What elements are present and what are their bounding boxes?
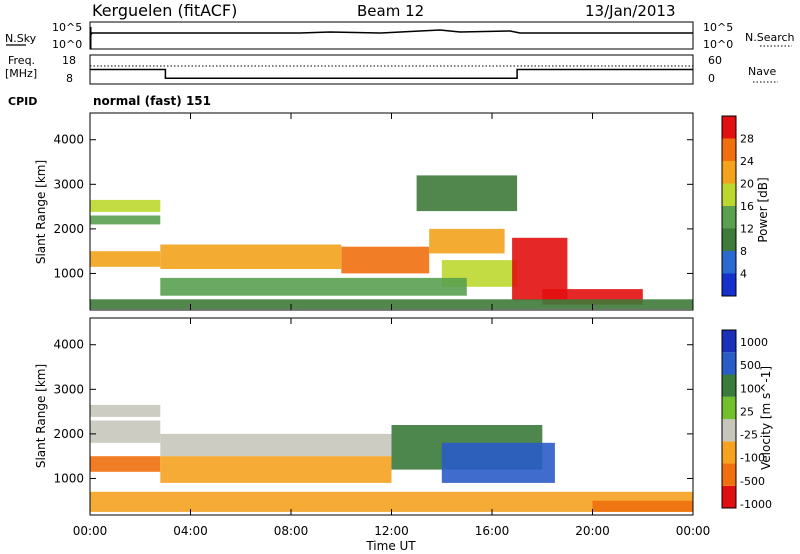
power-ytick-label: 3000 bbox=[53, 177, 84, 191]
noise-panel: N.Sky 10^5 10^0 10^5 10^0 N.Search bbox=[5, 21, 795, 51]
velocity-colorbar-swatch bbox=[722, 463, 736, 486]
velocity-heatmap bbox=[90, 404, 693, 512]
velocity-colorbar-tick-label: -100 bbox=[740, 452, 765, 465]
power-band bbox=[90, 251, 161, 267]
power-panel: 1000 2000 3000 4000 Slant Range [km] 28 24 20… bbox=[34, 112, 770, 311]
freq-tick-bottom: 8 bbox=[66, 72, 73, 85]
noise-right-label: N.Search bbox=[745, 31, 795, 44]
velocity-band bbox=[592, 500, 693, 512]
power-band bbox=[341, 246, 430, 274]
noise-left-label: N.Sky bbox=[5, 32, 37, 45]
power-colorbar-tick-label: 24 bbox=[740, 155, 754, 168]
nave-label: Nave bbox=[748, 65, 776, 78]
power-colorbar-tick-label: 8 bbox=[740, 245, 747, 258]
velocity-band bbox=[90, 420, 161, 443]
velocity-colorbar-swatch bbox=[722, 396, 736, 420]
nave-tick-top: 60 bbox=[708, 54, 722, 67]
time-tick-label: 12:00 bbox=[374, 524, 409, 538]
freq-unit: [MHz] bbox=[5, 67, 37, 80]
freq-panel: Freq. [MHz] 18 8 60 0 Nave bbox=[5, 54, 778, 85]
power-band bbox=[429, 228, 505, 254]
time-tick-label: 00:00 bbox=[676, 524, 711, 538]
cpid-label: CPID bbox=[8, 95, 37, 108]
freq-tick-top: 18 bbox=[62, 54, 76, 67]
velocity-colorbar-swatch bbox=[722, 352, 736, 375]
velocity-colorbar-swatch bbox=[722, 485, 736, 509]
time-tick-label: 08:00 bbox=[274, 524, 309, 538]
power-colorbar-tick-label: 28 bbox=[740, 133, 754, 146]
power-band bbox=[160, 277, 467, 296]
power-ylabel: Slant Range [km] bbox=[34, 160, 48, 264]
velocity-band bbox=[160, 433, 392, 457]
velocity-band bbox=[441, 442, 555, 483]
noise-right-tick-top: 10^5 bbox=[703, 21, 733, 34]
velocity-colorbar-tick-label: 25 bbox=[740, 405, 754, 418]
power-colorbar-tick-label: 4 bbox=[740, 268, 747, 281]
velocity-colorbar-tick-label: 500 bbox=[740, 359, 761, 372]
nsky-trace bbox=[89, 29, 693, 37]
power-ytick-label: 1000 bbox=[53, 266, 84, 280]
power-colorbar-swatch bbox=[722, 228, 736, 251]
velocity-band bbox=[90, 491, 693, 512]
time-tick-label: 04:00 bbox=[173, 524, 208, 538]
power-band bbox=[90, 215, 161, 225]
velocity-colorbar: 1000 500 100 25 -25 -100 -500 -1000 bbox=[721, 329, 772, 511]
power-band bbox=[90, 199, 161, 212]
power-band bbox=[416, 175, 518, 212]
power-colorbar-label: Power [dB] bbox=[756, 177, 770, 242]
power-colorbar: 28 24 20 16 12 8 4 bbox=[721, 115, 754, 297]
velocity-band bbox=[90, 404, 161, 417]
power-colorbar-swatch bbox=[722, 273, 736, 296]
power-colorbar-swatch bbox=[722, 138, 736, 161]
velocity-colorbar-tick-label: 1000 bbox=[740, 336, 768, 349]
noise-right-tick-bottom: 10^0 bbox=[703, 38, 733, 51]
velocity-ytick-label: 4000 bbox=[53, 338, 84, 352]
velocity-ytick-label: 1000 bbox=[53, 471, 84, 485]
power-colorbar-swatch bbox=[722, 183, 736, 206]
date-title: 13/Jan/2013 bbox=[585, 2, 676, 20]
beam-title: Beam 12 bbox=[357, 2, 424, 20]
velocity-colorbar-swatch bbox=[722, 419, 736, 442]
velocity-ytick-label: 3000 bbox=[53, 382, 84, 396]
velocity-colorbar-swatch bbox=[722, 330, 736, 353]
time-axis-labels: 00:00 04:00 08:00 12:00 16:00 20:00 00:00 bbox=[73, 524, 711, 538]
time-tick-label: 20:00 bbox=[575, 524, 610, 538]
power-colorbar-swatch bbox=[722, 161, 736, 184]
velocity-colorbar-tick-label: 100 bbox=[740, 382, 761, 395]
velocity-band bbox=[160, 456, 392, 483]
station-title: Kerguelen (fitACF) bbox=[92, 1, 237, 20]
velocity-ylabel: Slant Range [km] bbox=[34, 364, 48, 468]
velocity-colorbar-tick-label: -25 bbox=[740, 429, 758, 442]
velocity-band bbox=[90, 456, 161, 472]
time-axis-title: Time UT bbox=[365, 539, 416, 553]
velocity-colorbar-frame bbox=[721, 329, 737, 509]
velocity-colorbar-swatch bbox=[722, 441, 736, 464]
freq-label: Freq. bbox=[8, 54, 35, 67]
velocity-panel: 1000 2000 3000 4000 Slant Range [km] 1000 50… bbox=[34, 317, 773, 516]
time-tick-label: 00:00 bbox=[73, 524, 108, 538]
velocity-colorbar-label: Velocity [m s^-1] bbox=[759, 366, 773, 470]
power-colorbar-swatch bbox=[722, 206, 736, 229]
noise-tick-bottom: 10^0 bbox=[52, 38, 82, 51]
noise-tick-top: 10^5 bbox=[52, 21, 82, 34]
time-tick-label: 16:00 bbox=[475, 524, 510, 538]
power-ytick-label: 4000 bbox=[53, 133, 84, 147]
velocity-colorbar-tick-label: -500 bbox=[740, 475, 765, 488]
velocity-colorbar-swatch bbox=[722, 374, 736, 397]
velocity-colorbar-tick-label: -1000 bbox=[740, 498, 772, 511]
power-colorbar-tick-label: 20 bbox=[740, 178, 754, 191]
cpid-mode: normal (fast) 151 bbox=[93, 94, 211, 108]
power-ytick-label: 2000 bbox=[53, 222, 84, 236]
nave-tick-bottom: 0 bbox=[708, 72, 715, 85]
velocity-ytick-label: 2000 bbox=[53, 427, 84, 441]
power-colorbar-frame bbox=[721, 115, 737, 297]
power-colorbar-swatch bbox=[722, 116, 736, 139]
power-band bbox=[160, 244, 342, 269]
freq-trace bbox=[90, 68, 693, 79]
power-colorbar-tick-label: 16 bbox=[740, 200, 754, 213]
power-colorbar-tick-label: 12 bbox=[740, 223, 754, 236]
power-colorbar-swatch bbox=[722, 251, 736, 274]
